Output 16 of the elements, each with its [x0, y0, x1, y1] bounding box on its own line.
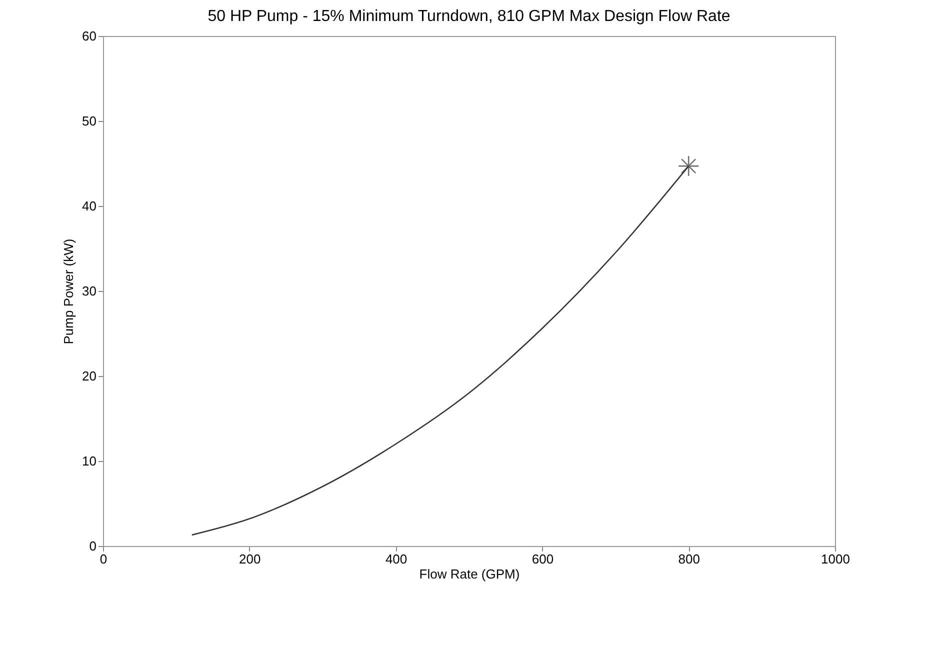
- x-tick-label: 800: [678, 552, 700, 566]
- x-tick-label: 600: [532, 552, 554, 566]
- chart-title: 50 HP Pump - 15% Minimum Turndown, 810 GPM Max Design Flow Rate: [208, 8, 730, 25]
- y-tick-label: 0: [89, 538, 96, 554]
- y-tick-label: 20: [82, 368, 96, 384]
- x-tick-label: 200: [239, 552, 261, 566]
- y-tick-label: 60: [82, 28, 96, 44]
- y-tick-label: 10: [82, 454, 96, 468]
- x-tick-label: 0: [100, 552, 108, 566]
- y-tick-label: 40: [82, 198, 96, 214]
- y-tick-label: 50: [82, 114, 96, 128]
- x-tick-label: 400: [385, 552, 408, 566]
- x-tick-label: 1000: [821, 552, 850, 566]
- y-axis-title: Pump Power (kW): [61, 238, 76, 344]
- x-axis-title: Flow Rate (GPM): [419, 566, 520, 582]
- y-tick-label: 30: [82, 284, 96, 298]
